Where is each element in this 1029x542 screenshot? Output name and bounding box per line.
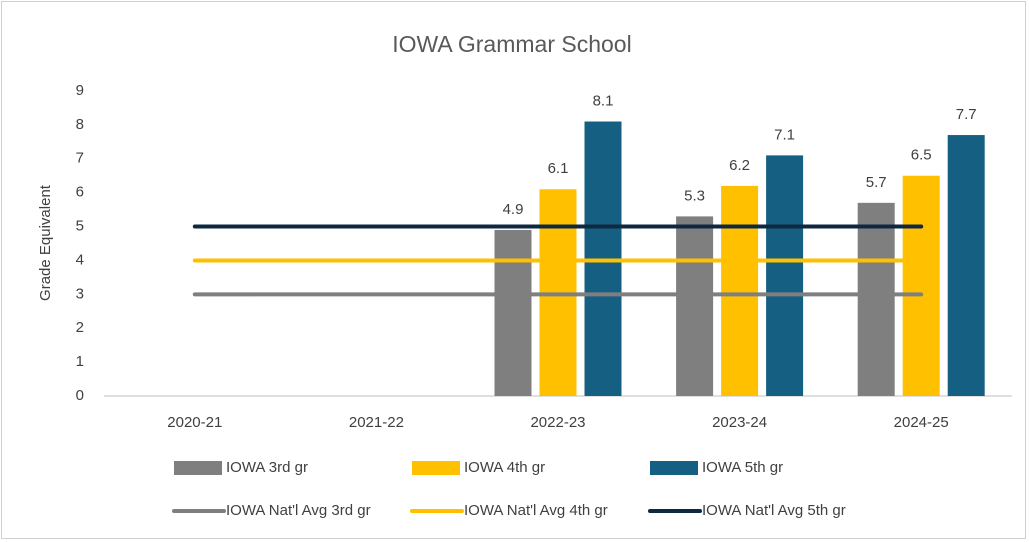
bar [857, 202, 895, 396]
legend-label: IOWA 5th gr [702, 459, 783, 476]
legend-label: IOWA 4th gr [464, 459, 545, 476]
legend-swatch [174, 461, 222, 475]
legend-label: IOWA 3rd gr [226, 459, 308, 476]
y-tick-label: 1 [76, 353, 84, 370]
x-tick-label: 2024-25 [894, 414, 949, 431]
y-tick-label: 7 [76, 150, 84, 167]
y-axis-label: Grade Equivalent [37, 184, 54, 301]
data-label: 6.2 [729, 157, 750, 174]
x-tick-label: 2023-24 [712, 414, 767, 431]
y-tick-label: 3 [76, 285, 84, 302]
data-label: 7.7 [956, 106, 977, 123]
y-tick-label: 5 [76, 218, 84, 235]
data-label: 5.7 [866, 174, 887, 191]
y-tick-label: 8 [76, 116, 84, 133]
bar [676, 216, 714, 396]
data-label: 7.1 [774, 126, 795, 143]
data-label: 5.3 [684, 187, 705, 204]
bar [947, 135, 985, 397]
data-label: 4.9 [503, 201, 524, 218]
x-tick-label: 2021-22 [349, 414, 404, 431]
legend-swatch [650, 461, 698, 475]
data-label: 8.1 [593, 92, 614, 109]
x-tick-label: 2022-23 [530, 414, 585, 431]
legend-label: IOWA Nat'l Avg 5th gr [702, 502, 846, 519]
legend-label: IOWA Nat'l Avg 4th gr [464, 502, 608, 519]
legend-label: IOWA Nat'l Avg 3rd gr [226, 502, 371, 519]
y-tick-label: 0 [76, 387, 84, 404]
y-tick-label: 4 [76, 251, 84, 268]
x-tick-label: 2020-21 [167, 414, 222, 431]
y-tick-label: 2 [76, 319, 84, 336]
chart-title: IOWA Grammar School [392, 31, 631, 57]
y-tick-label: 6 [76, 184, 84, 201]
data-label: 6.5 [911, 147, 932, 164]
bar [902, 175, 940, 396]
bar [766, 155, 804, 396]
bar [721, 185, 759, 396]
y-tick-label: 9 [76, 82, 84, 99]
data-label: 6.1 [548, 160, 569, 177]
legend-swatch [412, 461, 460, 475]
bar [494, 229, 532, 396]
